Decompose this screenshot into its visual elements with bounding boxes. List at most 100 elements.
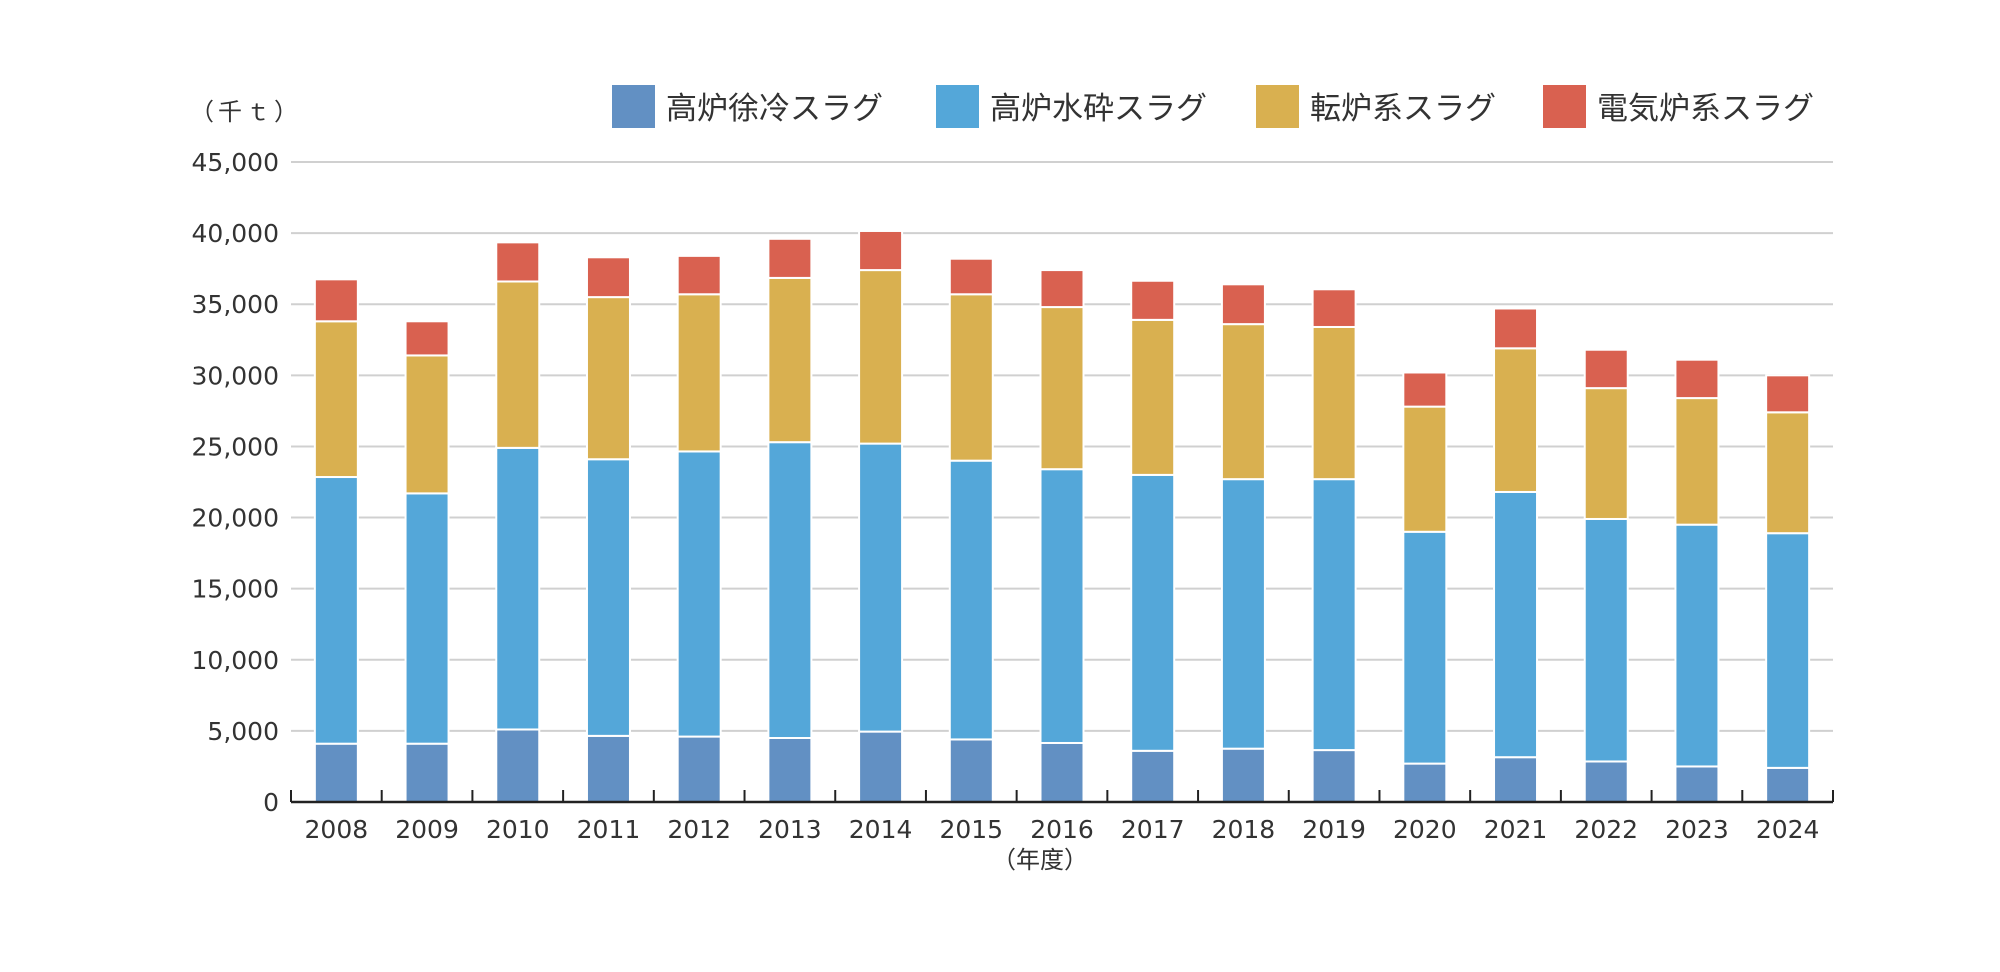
legend-label: 電気炉系スラグ: [1597, 91, 1814, 127]
x-tick-label: 2023: [1665, 815, 1729, 844]
x-tick-label: 2010: [486, 815, 550, 844]
legend-label: 高炉徐冷スラグ: [666, 91, 883, 127]
bar-segment: [1220, 283, 1266, 326]
bar-segment: [495, 280, 541, 449]
bar-segment: [1674, 523, 1720, 768]
bar-segment: [1765, 766, 1811, 803]
legend-swatch: [936, 85, 979, 128]
bar-segment: [948, 257, 994, 296]
x-tick-label: 2018: [1212, 815, 1276, 844]
legend-swatch: [1256, 85, 1299, 128]
bar-segment: [585, 458, 631, 737]
x-tick-label: 2009: [395, 815, 459, 844]
bar-segment: [948, 293, 994, 462]
bar-segment: [1583, 517, 1629, 763]
x-tick-label: 2019: [1302, 815, 1366, 844]
bar-segment: [1674, 765, 1720, 804]
bar-segment: [1765, 532, 1811, 769]
bar-segment: [1220, 478, 1266, 750]
bar-segment: [1674, 397, 1720, 526]
bar-segment: [404, 354, 450, 495]
bar-segment: [313, 320, 359, 479]
bar-segment: [1130, 473, 1176, 752]
bar-segment: [1583, 348, 1629, 390]
x-tick-label: 2014: [849, 815, 913, 844]
bar-segment: [1765, 411, 1811, 535]
y-tick-label: 0: [263, 788, 279, 817]
legend: 高炉徐冷スラグ 高炉水砕スラグ 転炉系スラグ 電気炉系スラグ: [612, 85, 1814, 128]
y-tick-label: 35,000: [192, 290, 279, 319]
bar-segment: [1402, 762, 1448, 803]
bar-segment: [1039, 269, 1085, 309]
x-tick-label: 2020: [1393, 815, 1457, 844]
bar-segment: [1220, 323, 1266, 481]
bar-segment: [767, 441, 813, 739]
bar-segment: [1674, 358, 1720, 400]
bar-segment: [1311, 325, 1357, 481]
x-tick-label: 2017: [1121, 815, 1185, 844]
x-tick-label: 2021: [1484, 815, 1548, 844]
legend-swatch: [1543, 85, 1586, 128]
bar-segment: [1493, 490, 1539, 759]
bar-segment: [1583, 760, 1629, 804]
x-tick-label: 2024: [1756, 815, 1820, 844]
bar-segment: [1039, 306, 1085, 471]
bar-segment: [404, 492, 450, 745]
bar-segment: [1039, 468, 1085, 744]
y-tick-label: 30,000: [192, 361, 279, 390]
bar-segment: [1493, 347, 1539, 493]
bar-segment: [676, 735, 722, 803]
bar-segment: [767, 276, 813, 444]
x-tick-label: 2011: [577, 815, 641, 844]
bar-segment: [676, 450, 722, 738]
bar-segment: [585, 256, 631, 299]
bar-segment: [767, 237, 813, 279]
axes: 0 5,000 10,000 15,000 20,000 25,000 30,000 35,0…: [192, 148, 1834, 844]
bar-segment: [1402, 405, 1448, 533]
bar-segment: [1130, 318, 1176, 476]
x-tick-label: 2008: [305, 815, 369, 844]
bar-segment: [1311, 288, 1357, 328]
bar-segment: [1311, 478, 1357, 752]
x-tick-label: 2015: [939, 815, 1003, 844]
bar-segment: [585, 296, 631, 461]
y-tick-label: 25,000: [192, 432, 279, 461]
bar-segment: [1493, 756, 1539, 804]
bar-segment: [313, 742, 359, 804]
bar-segment: [676, 293, 722, 453]
x-tick-label: 2022: [1574, 815, 1638, 844]
bar-segment: [948, 459, 994, 741]
legend-label: 高炉水砕スラグ: [990, 91, 1207, 127]
bar-segment: [1039, 741, 1085, 804]
bar-segment: [858, 269, 904, 445]
x-tick-label: 2013: [758, 815, 822, 844]
legend-label: 転炉系スラグ: [1310, 91, 1496, 127]
y-tick-label: 10,000: [192, 646, 279, 675]
bar-segment: [1402, 530, 1448, 765]
bar-segment: [585, 734, 631, 803]
bar-segment: [1220, 747, 1266, 804]
bar-segment: [495, 728, 541, 804]
bars: [313, 229, 1811, 804]
bar-segment: [948, 738, 994, 804]
bar-segment: [1130, 279, 1176, 321]
bar-segment: [495, 241, 541, 283]
y-tick-label: 15,000: [192, 575, 279, 604]
y-tick-label: 40,000: [192, 219, 279, 248]
x-tick-label: 2012: [667, 815, 731, 844]
bar-segment: [313, 278, 359, 323]
bar-segment: [1402, 371, 1448, 408]
bar-segment: [767, 737, 813, 803]
y-tick-label: 20,000: [192, 504, 279, 533]
y-tick-label: 5,000: [207, 717, 279, 746]
x-tick-label: 2016: [1030, 815, 1094, 844]
x-axis-label: （年度）: [992, 846, 1088, 874]
bar-segment: [1493, 307, 1539, 350]
legend-swatch: [612, 85, 655, 128]
y-tick-label: 45,000: [192, 148, 279, 177]
y-unit-label: （千ｔ）: [190, 98, 302, 126]
bar-segment: [404, 320, 450, 357]
bar-segment: [1765, 374, 1811, 414]
bar-segment: [858, 229, 904, 272]
